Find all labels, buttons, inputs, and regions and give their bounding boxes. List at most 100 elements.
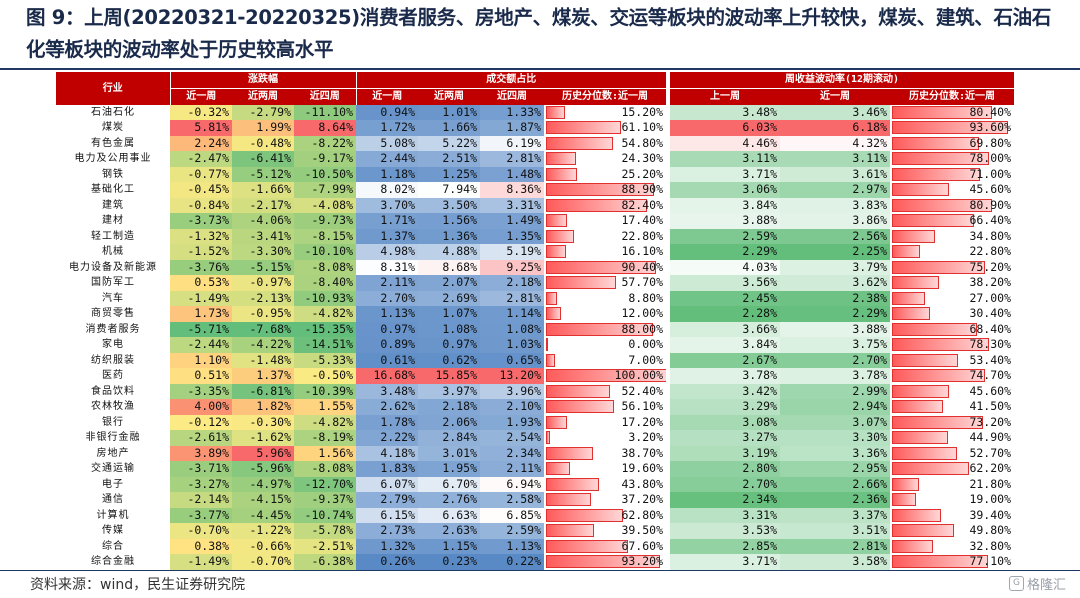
- percentile-value: 82.40%: [621, 197, 663, 212]
- percentile-value: 78.00%: [969, 151, 1011, 165]
- industry-name-cell: 电子: [102, 478, 124, 490]
- percentile-bar: [892, 276, 940, 289]
- change-cell: -8.15%: [294, 228, 356, 244]
- table-row: 电力及公用事业 -2.47% -6.41% -9.17% 2.44% 2.51% 2.81%…: [56, 151, 1014, 167]
- turnover-percentile-cell: 19.60%: [544, 461, 666, 477]
- percentile-value: 54.80%: [621, 135, 663, 150]
- volatility-cell: 3.58%: [780, 554, 890, 570]
- change-cell: -2.13%: [232, 290, 294, 306]
- volatility-cell: 2.95%: [780, 461, 890, 477]
- turnover-percentile-cell: 22.80%: [544, 229, 666, 245]
- percentile-value: 88.90%: [621, 182, 663, 196]
- percentile-value: 57.70%: [621, 275, 663, 289]
- turnover-cell: 6.85%: [480, 507, 544, 523]
- volatility-cell: 4.46%: [670, 135, 780, 151]
- header-industry: 行业: [56, 72, 170, 105]
- percentile-bar: [892, 229, 936, 243]
- header-volatility: 周收益波动率(12期滚动): [670, 72, 1014, 89]
- percentile-value: 15.20%: [621, 104, 663, 119]
- turnover-cell: 0.97%: [356, 321, 418, 337]
- turnover-cell: 1.72%: [356, 120, 418, 136]
- table-row: 纺织服装 1.10% -1.48% -5.33% 0.61% 0.62% 0.65% 7.00…: [56, 352, 1014, 369]
- percentile-value: 19.60%: [621, 461, 663, 475]
- volatility-cell: 3.88%: [780, 321, 890, 337]
- industry-name-cell: 基础化工: [91, 184, 135, 195]
- turnover-cell: 2.62%: [356, 399, 418, 415]
- percentile-value: 93.60%: [969, 120, 1011, 134]
- volatility-percentile-cell: 53.40%: [890, 353, 1014, 369]
- volatility-percentile-cell: 21.80%: [890, 477, 1014, 493]
- change-cell: 8.64%: [294, 120, 356, 136]
- percentile-bar: [546, 384, 610, 398]
- turnover-percentile-cell: 17.40%: [544, 213, 666, 229]
- percentile-bar: [892, 245, 921, 258]
- change-cell: -2.61%: [170, 430, 232, 446]
- change-cell: -1.32%: [170, 228, 232, 244]
- change-cell: 0.51%: [170, 368, 232, 384]
- turnover-cell: 8.31%: [356, 259, 418, 275]
- change-cell: -5.71%: [170, 321, 232, 337]
- change-cell: -2.47%: [170, 151, 232, 167]
- change-cell: -2.14%: [170, 492, 232, 508]
- percentile-value: 22.80%: [621, 228, 663, 243]
- table-row: 综合金融 -1.49% -0.70% -6.38% 0.26% 0.23% 0.22% 93.…: [56, 554, 1014, 570]
- turnover-percentile-cell: 16.10%: [544, 244, 666, 260]
- turnover-cell: 1.36%: [418, 228, 480, 244]
- percentile-value: 19.00%: [969, 492, 1011, 506]
- turnover-cell: 2.81%: [480, 290, 544, 306]
- volatility-cell: 2.99%: [780, 383, 890, 399]
- volatility-cell: 3.62%: [780, 275, 890, 291]
- turnover-cell: 1.15%: [418, 538, 480, 554]
- turnover-cell: 6.15%: [356, 507, 418, 523]
- turnover-percentile-cell: 38.70%: [544, 446, 666, 462]
- turnover-cell: 2.79%: [356, 492, 418, 508]
- turnover-cell: 3.97%: [418, 383, 480, 399]
- table-row: 食品饮料 -3.35% -6.81% -10.39% 3.48% 3.97% 3.96% 52…: [56, 383, 1014, 399]
- percentile-bar: [892, 462, 970, 475]
- volatility-cell: 3.51%: [780, 523, 890, 539]
- table-row: 国防军工 0.53% -0.97% -8.40% 2.11% 2.07% 2.18% 57.7…: [56, 275, 1014, 291]
- table-row: 钢铁 -0.77% -5.12% -10.50% 1.18% 1.25% 1.48% 25.2…: [56, 166, 1014, 182]
- volatility-percentile-cell: 68.40%: [890, 322, 1014, 338]
- change-cell: -9.17%: [294, 151, 356, 167]
- percentile-value: 24.30%: [621, 151, 663, 165]
- percentile-value: 17.20%: [621, 414, 663, 429]
- change-cell: 5.81%: [170, 120, 232, 136]
- change-cell: -3.41%: [232, 228, 294, 244]
- table-row: 机械 -1.52% -3.30% -10.10% 4.98% 4.88% 5.19% 16.1…: [56, 244, 1014, 260]
- percentile-value: 22.80%: [969, 244, 1011, 258]
- industry-name-cell: 国防军工: [91, 277, 135, 288]
- turnover-percentile-cell: 8.80%: [544, 291, 666, 307]
- percentile-value: 16.10%: [621, 244, 663, 258]
- volatility-percentile-cell: 32.80%: [890, 539, 1014, 555]
- turnover-percentile-cell: 56.10%: [544, 399, 666, 415]
- percentile-bar: [546, 477, 600, 491]
- turnover-cell: 1.03%: [480, 337, 544, 353]
- change-cell: -7.68%: [232, 321, 294, 337]
- table-row: 建材 -3.73% -4.06% -9.73% 1.71% 1.56% 1.49% 17.40…: [56, 213, 1014, 229]
- watermark-text: 格隆汇: [1026, 578, 1066, 593]
- percentile-bar: [546, 353, 555, 367]
- header-vol-pct: 历史分位数:近一周: [890, 88, 1014, 105]
- turnover-percentile-cell: 0.00%: [544, 337, 666, 353]
- column-gap: [666, 306, 670, 322]
- volatility-cell: 3.37%: [780, 507, 890, 523]
- percentile-bar: [546, 539, 629, 553]
- percentile-value: 100.00%: [614, 368, 663, 382]
- percentile-bar: [892, 431, 948, 444]
- industry-name-cell: 消费者服务: [85, 323, 141, 335]
- table-row: 交通运输 -3.71% -5.96% -8.08% 1.83% 1.95% 2.11% 19.…: [56, 461, 1014, 477]
- turnover-cell: 8.02%: [356, 182, 418, 198]
- column-gap: [666, 104, 670, 120]
- volatility-cell: 3.42%: [670, 383, 780, 399]
- turnover-percentile-cell: 90.40%: [544, 260, 666, 276]
- turnover-cell: 13.20%: [480, 368, 544, 384]
- turnover-percentile-cell: 54.80%: [544, 136, 666, 152]
- change-cell: -2.44%: [170, 337, 232, 353]
- industry-name-cell: 轻工制造: [91, 230, 135, 242]
- percentile-bar: [892, 508, 941, 522]
- change-cell: -4.82%: [294, 414, 356, 430]
- volatility-cell: 2.38%: [780, 290, 890, 306]
- change-cell: -5.78%: [294, 523, 356, 539]
- turnover-cell: 1.87%: [480, 120, 544, 136]
